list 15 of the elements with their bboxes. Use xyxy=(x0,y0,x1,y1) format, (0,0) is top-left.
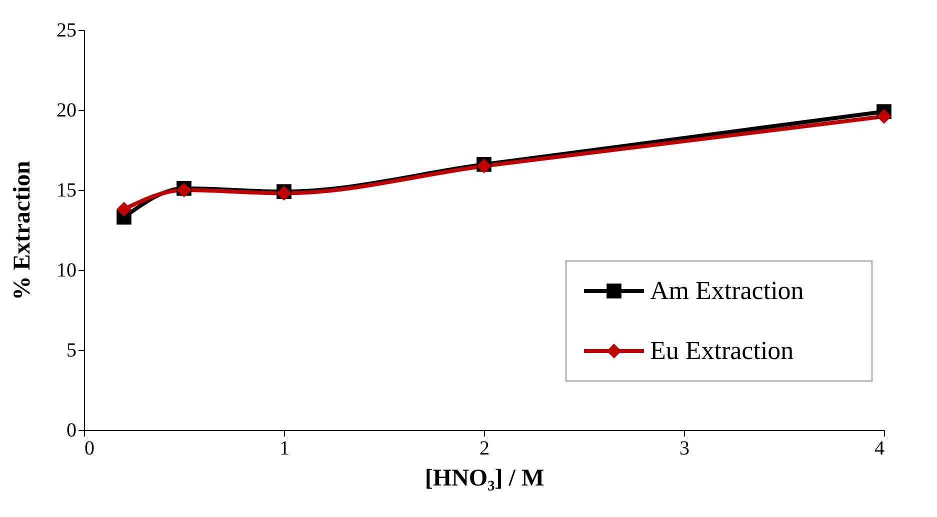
y-tick-label: 5 xyxy=(66,340,76,362)
x-tick-label: 4 xyxy=(874,438,884,460)
y-tick-label: 0 xyxy=(66,420,76,442)
x-tick-label: 0 xyxy=(84,438,94,460)
x-tick-label: 2 xyxy=(480,438,490,460)
y-tick-label: 20 xyxy=(56,100,76,122)
x-axis-title: [HNO₃] / M xyxy=(424,466,544,492)
x-tick-label: 1 xyxy=(280,438,290,460)
legend-label: Am Extraction xyxy=(650,276,804,305)
y-tick-label: 10 xyxy=(56,260,76,282)
y-axis-title: % Extraction xyxy=(10,160,36,300)
y-tick-label: 25 xyxy=(56,20,76,42)
y-tick-label: 15 xyxy=(56,180,76,202)
legend-label: Eu Extraction xyxy=(650,336,794,365)
x-tick-label: 3 xyxy=(680,438,690,460)
